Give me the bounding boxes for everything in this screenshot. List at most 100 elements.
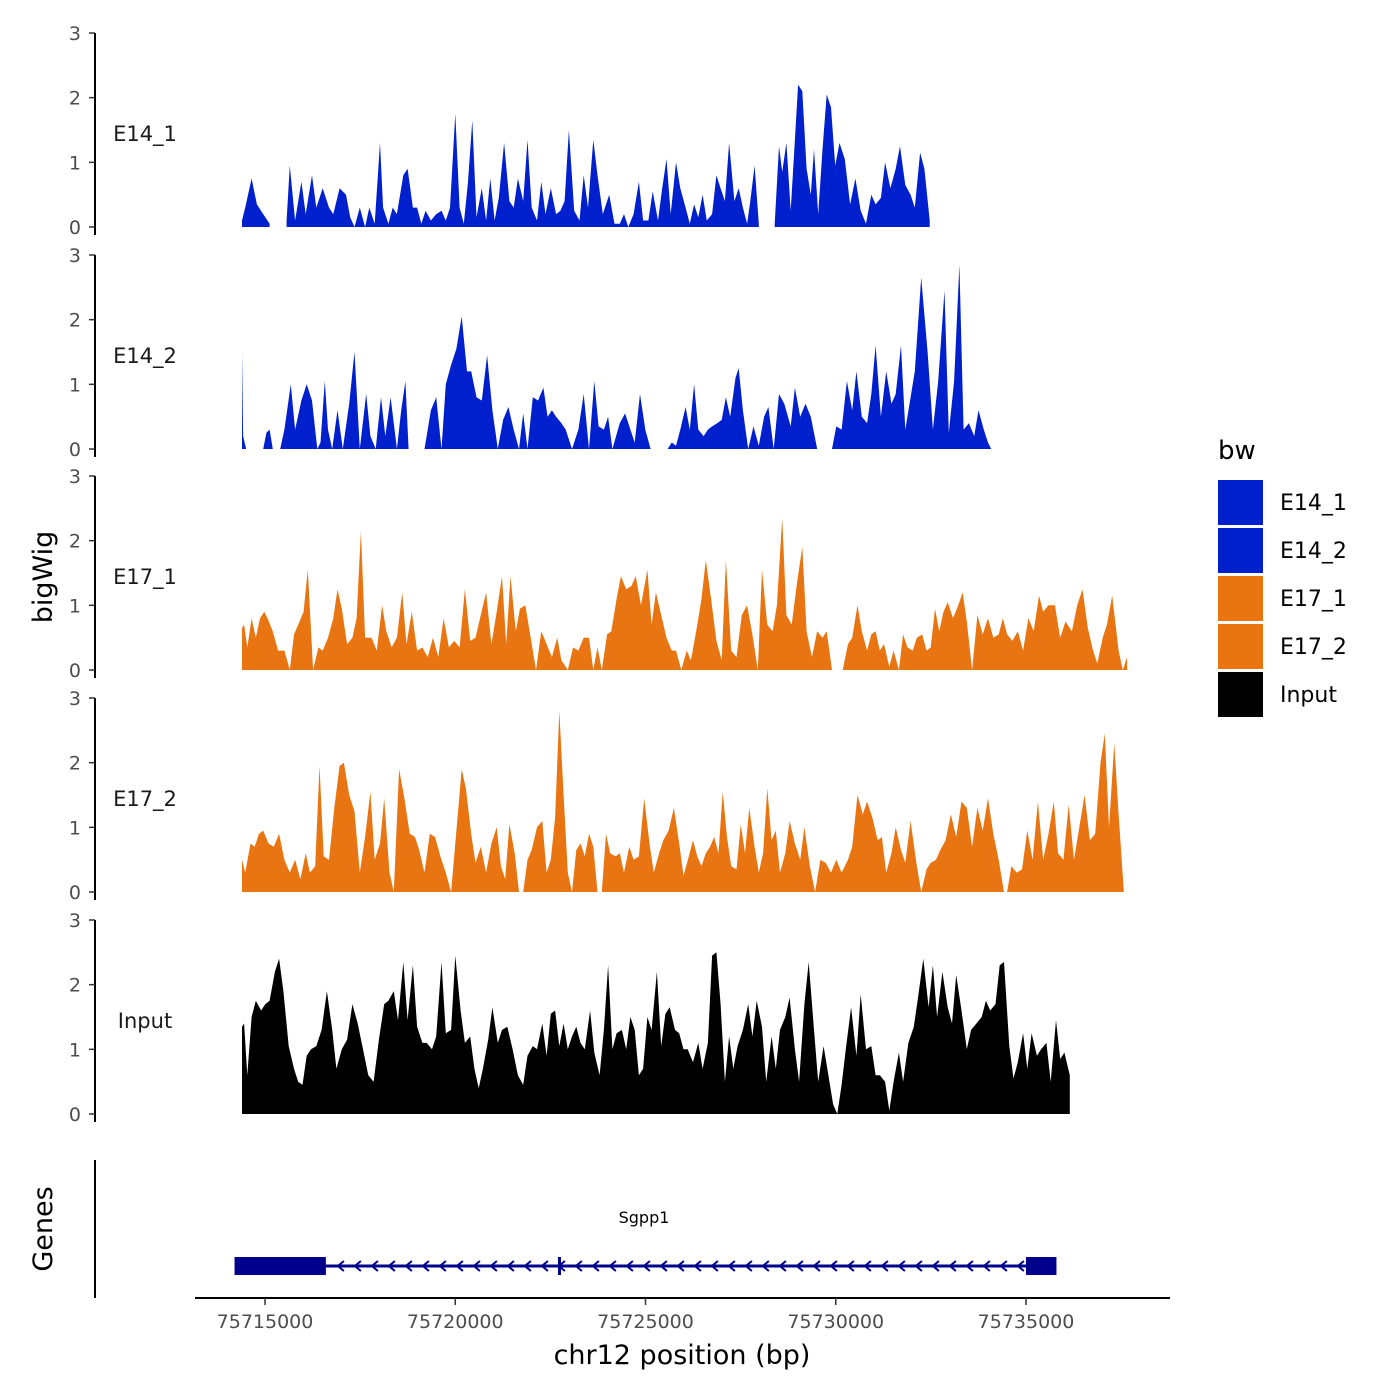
strand-arrow xyxy=(880,1260,889,1272)
y-tick-label: 1 xyxy=(69,152,81,174)
signal-area xyxy=(263,429,273,449)
y-tick-label: 3 xyxy=(69,910,81,932)
signal-area xyxy=(242,352,247,449)
track-label: E17_1 xyxy=(113,565,177,590)
legend-swatch xyxy=(1218,528,1263,573)
strand-arrow xyxy=(846,1260,855,1272)
strand-arrow xyxy=(438,1260,447,1272)
y-tick-label: 2 xyxy=(69,531,81,553)
strand-arrow xyxy=(778,1260,787,1272)
y-tick-label: 1 xyxy=(69,1039,81,1061)
signal-area xyxy=(667,368,818,449)
strand-arrow xyxy=(812,1260,821,1272)
y-tick-label: 2 xyxy=(69,975,81,997)
strand-arrow xyxy=(863,1260,872,1272)
legend-swatch xyxy=(1218,480,1263,525)
strand-arrow xyxy=(387,1260,396,1272)
signal-area xyxy=(242,952,1070,1114)
strand-arrow xyxy=(1016,1260,1025,1272)
legend-swatch xyxy=(1218,624,1263,669)
strand-arrow xyxy=(948,1260,957,1272)
strand-arrow xyxy=(659,1260,668,1272)
y-tick-label: 2 xyxy=(69,753,81,775)
y-tick-label: 0 xyxy=(69,1104,81,1126)
track-E17_2: 0 1 2 3 E17_2 xyxy=(69,688,1124,904)
legend: bw E14_1 E14_2 E17_1 E17_2 Input xyxy=(1218,436,1347,717)
legend-label: E17_2 xyxy=(1280,635,1347,660)
strand-arrow xyxy=(744,1260,753,1272)
strand-arrow xyxy=(710,1260,719,1272)
gene-exon xyxy=(234,1257,326,1275)
strand-arrow xyxy=(897,1260,906,1272)
strand-arrow xyxy=(982,1260,991,1272)
signal-area xyxy=(242,762,519,892)
strand-arrow xyxy=(489,1260,498,1272)
signal-area xyxy=(242,518,832,670)
strand-arrow xyxy=(625,1260,634,1272)
strand-arrow xyxy=(540,1260,549,1272)
legend-swatch xyxy=(1218,576,1263,621)
signal-area xyxy=(286,113,759,227)
x-axis: 75715000 75720000 75725000 75730000 75735000 xyxy=(195,1297,1170,1333)
gene-exon xyxy=(557,1257,561,1275)
y-tick-label: 1 xyxy=(69,817,81,839)
track-E17_1: 0 1 2 3 E17_1 xyxy=(69,466,1128,682)
strand-arrow xyxy=(676,1260,685,1272)
y-tick-label: 0 xyxy=(69,439,81,461)
strand-arrow xyxy=(965,1260,974,1272)
signal-area xyxy=(842,589,1128,670)
y-tick-label: 1 xyxy=(69,595,81,617)
genes-track-title: Genes xyxy=(28,1186,59,1271)
x-tick-label: 75730000 xyxy=(787,1311,884,1333)
strand-arrow xyxy=(523,1260,532,1272)
legend-title: bw xyxy=(1218,436,1256,466)
strand-arrow xyxy=(404,1260,413,1272)
legend-label: Input xyxy=(1280,683,1337,708)
y-tick-label: 3 xyxy=(69,688,81,710)
strand-arrow xyxy=(931,1260,940,1272)
strand-arrow xyxy=(608,1260,617,1272)
strand-arrow xyxy=(353,1260,362,1272)
strand-arrow xyxy=(829,1260,838,1272)
strand-arrow xyxy=(693,1260,702,1272)
track-E14_1: 0 1 2 3 E14_1 xyxy=(69,23,930,239)
x-tick-label: 75715000 xyxy=(217,1311,314,1333)
y-tick-label: 3 xyxy=(69,466,81,488)
signal-tracks: 0 1 2 3 E14_1 0 1 2 3 E14_2 0 1 2 3 E17_1 0 1 2 3 E17_2 0 1 2 3… xyxy=(69,23,1128,1126)
track-E14_2: 0 1 2 3 E14_2 xyxy=(69,245,992,461)
signal-area xyxy=(523,710,598,892)
y-tick-label: 2 xyxy=(69,310,81,332)
y-tick-label: 0 xyxy=(69,882,81,904)
strand-arrow xyxy=(642,1260,651,1272)
track-label: E14_2 xyxy=(113,344,177,369)
y-tick-label: 0 xyxy=(69,660,81,682)
legend-swatch xyxy=(1218,672,1263,717)
x-tick-label: 75725000 xyxy=(597,1311,694,1333)
x-axis-title: chr12 position (bp) xyxy=(554,1340,811,1371)
y-axis-title: bigWig xyxy=(28,531,59,624)
signal-area xyxy=(280,352,409,449)
gene-exon xyxy=(1026,1257,1057,1275)
legend-label: E14_2 xyxy=(1280,539,1347,564)
legend-label: E14_1 xyxy=(1280,491,1347,516)
signal-area xyxy=(1007,733,1124,892)
strand-arrow xyxy=(506,1260,515,1272)
strand-arrow xyxy=(336,1260,345,1272)
y-tick-label: 0 xyxy=(69,217,81,239)
strand-arrow xyxy=(574,1260,583,1272)
strand-arrow xyxy=(455,1260,464,1272)
x-tick-label: 75735000 xyxy=(978,1311,1075,1333)
x-tick-label: 75720000 xyxy=(407,1311,504,1333)
track-label: E17_2 xyxy=(113,787,177,812)
y-tick-label: 2 xyxy=(69,88,81,110)
gene-track: Sgpp1 xyxy=(94,1160,1057,1298)
strand-arrow xyxy=(795,1260,804,1272)
signal-area xyxy=(424,316,651,449)
signal-area xyxy=(774,84,930,227)
strand-arrow xyxy=(591,1260,600,1272)
strand-arrow xyxy=(914,1260,923,1272)
strand-arrow xyxy=(761,1260,770,1272)
strand-arrow xyxy=(370,1260,379,1272)
track-label: E14_1 xyxy=(113,122,177,147)
